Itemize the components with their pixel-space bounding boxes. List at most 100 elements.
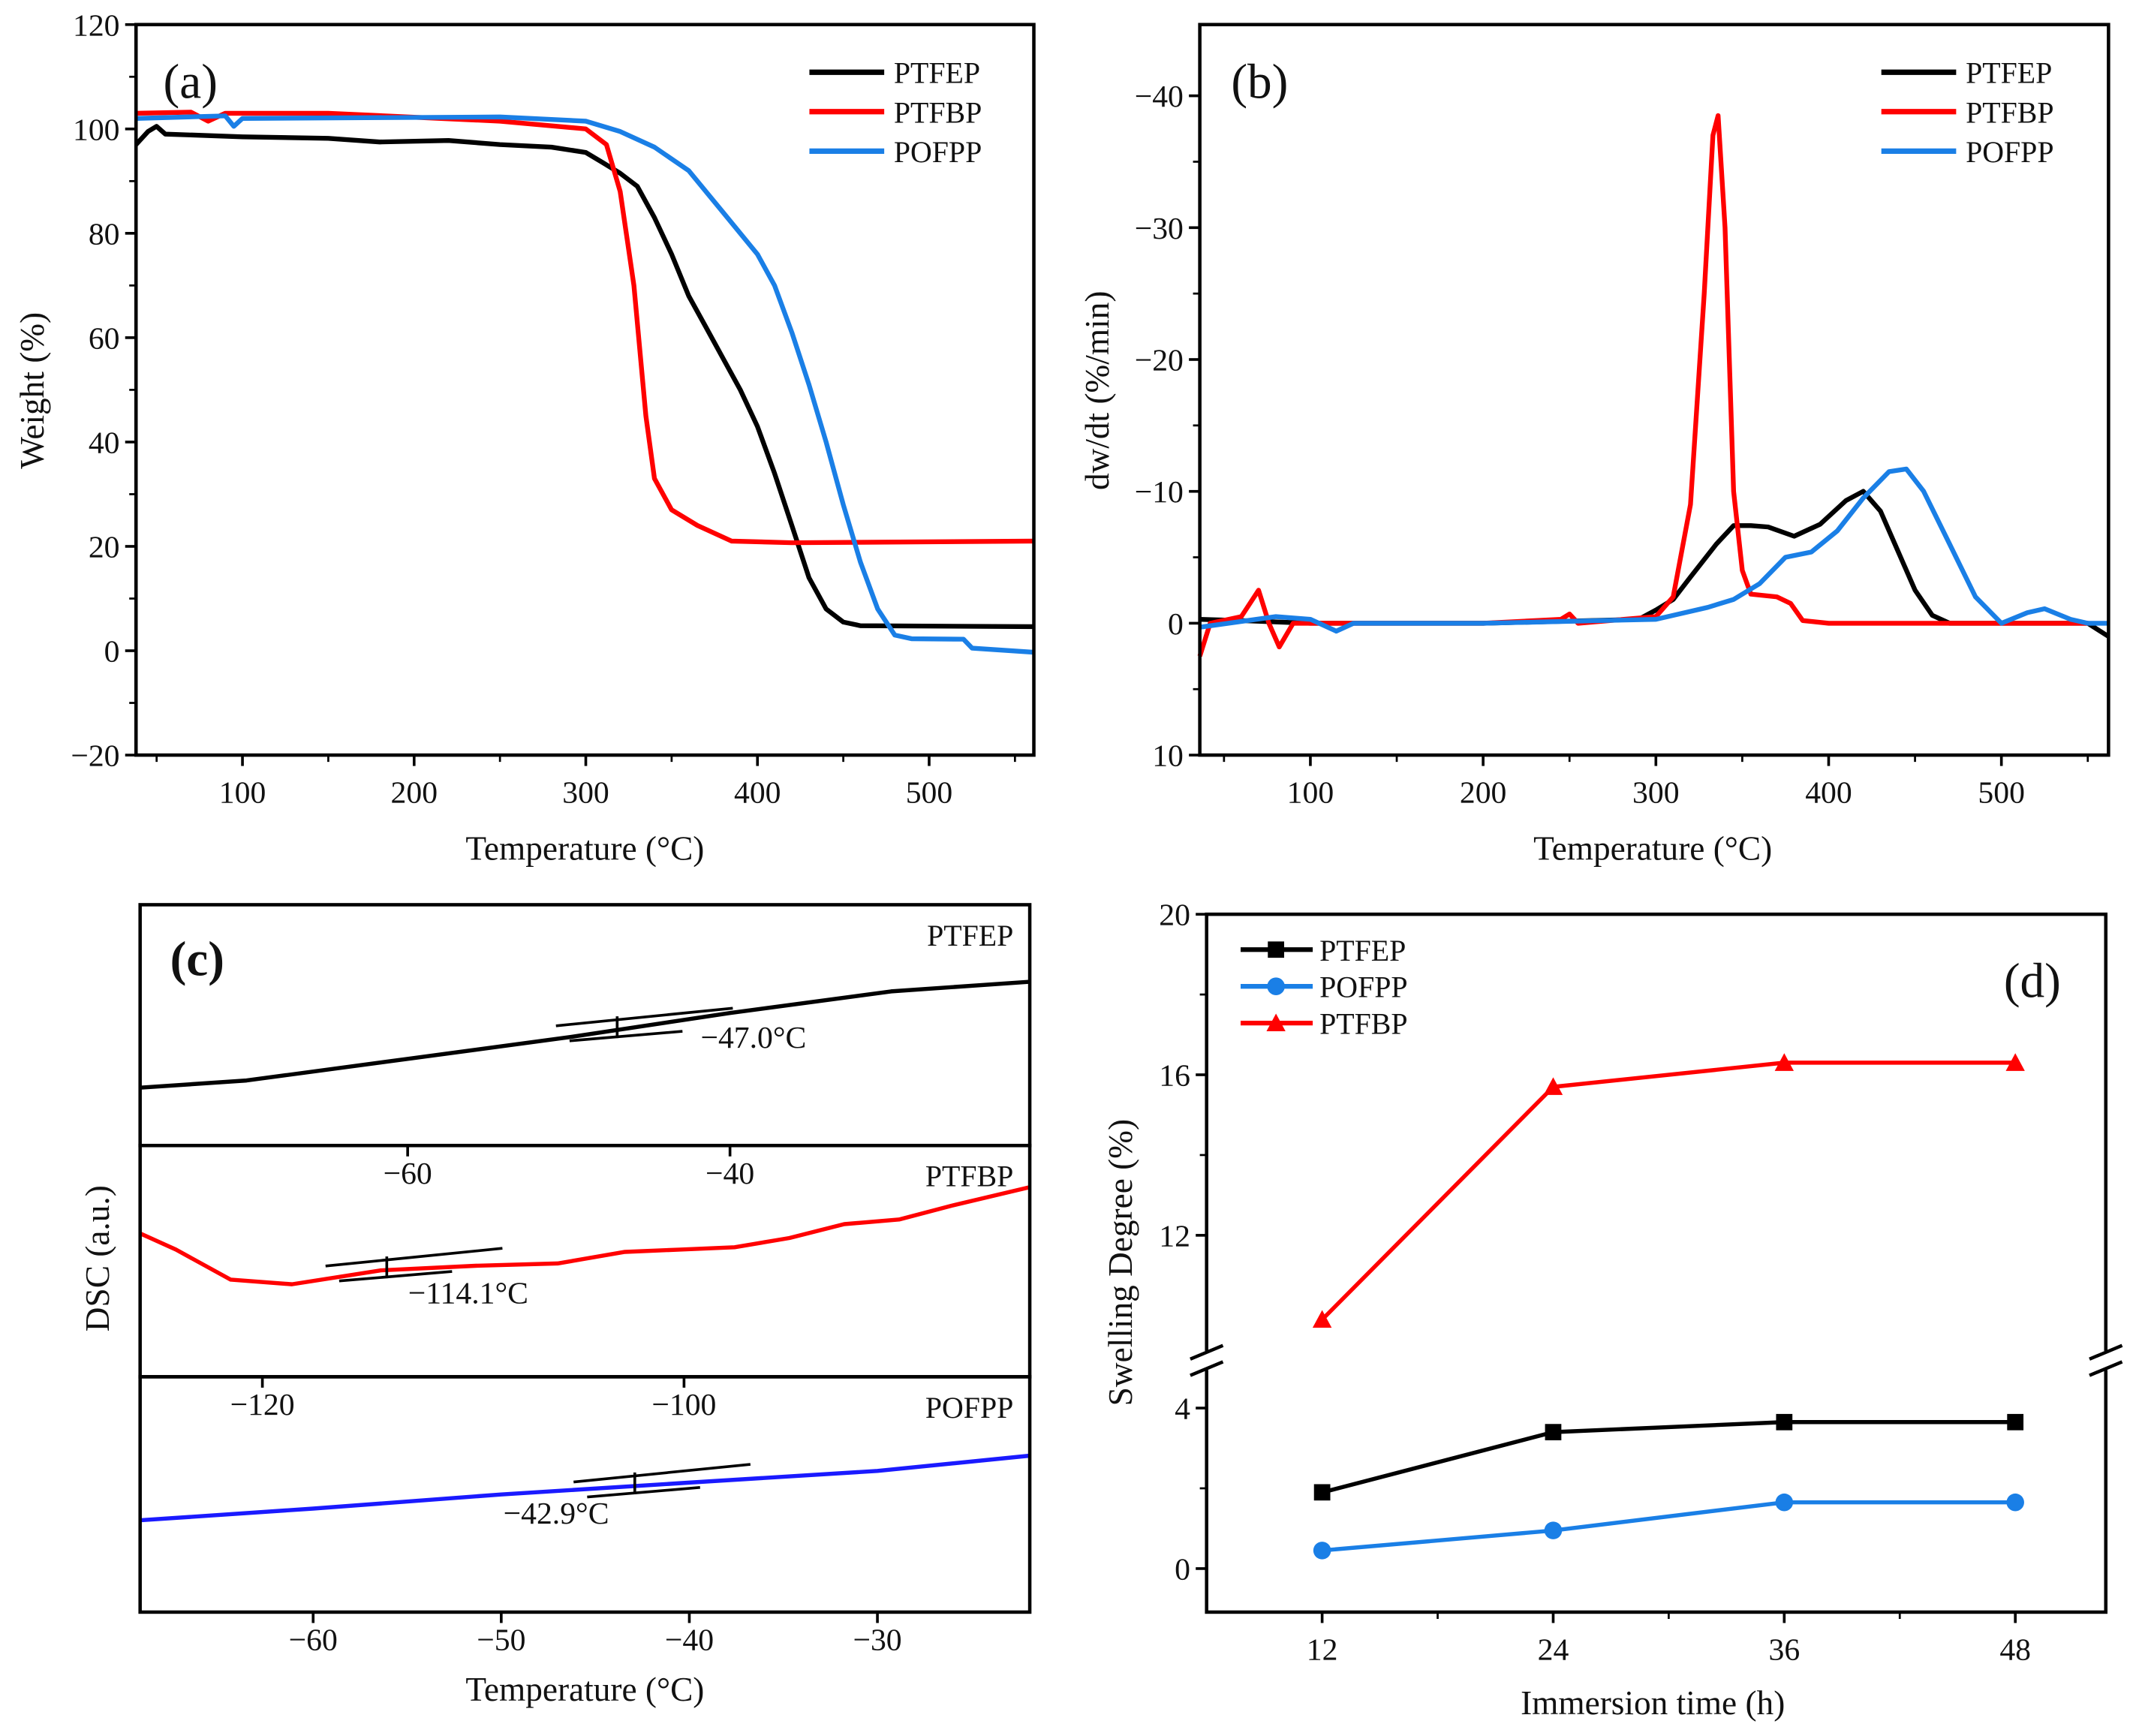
tg-label: −42.9°C — [504, 1497, 609, 1531]
series-line-ptfbp — [1197, 113, 2088, 657]
x-tick-label: −60 — [384, 1157, 432, 1191]
x-tick-label: −100 — [651, 1388, 716, 1422]
legend-label: PTFBP — [894, 95, 982, 129]
legend-label: PTFEP — [894, 56, 980, 90]
panel-label: (a) — [164, 56, 218, 110]
x-tick-label: −60 — [289, 1623, 338, 1658]
x-tick-label: 48 — [1999, 1632, 2031, 1667]
tangent-line — [325, 1247, 503, 1268]
plot-frame — [138, 903, 1032, 1148]
y-tick-label: 16 — [1159, 1059, 1190, 1094]
panel-label: (b) — [1231, 56, 1288, 110]
data-point-pofpp — [1544, 1521, 1563, 1539]
y-tick-label: −30 — [1135, 212, 1184, 246]
y-tick-label: −20 — [71, 739, 119, 774]
x-tick-label: 500 — [906, 776, 953, 811]
y-tick-label: 12 — [1159, 1219, 1190, 1253]
plot-frame — [1198, 23, 2110, 757]
legend-label: PTFEP — [1319, 934, 1406, 967]
data-point-ptfep — [2007, 1413, 2024, 1431]
plot-frame — [138, 1143, 1032, 1379]
tangent-line — [555, 1006, 733, 1027]
x-tick-label: −40 — [705, 1157, 754, 1191]
y-tick-label: 120 — [73, 8, 120, 43]
y-tick-label: −10 — [1135, 475, 1184, 510]
dsc-curve-ptfep — [140, 979, 1030, 1090]
subpanel-name: PTFEP — [927, 919, 1013, 952]
plot-frame — [1205, 912, 2108, 1614]
axis-break-mark — [2089, 1360, 2123, 1377]
legend-label: PTFEP — [1966, 56, 2052, 90]
series-line-pofpp — [1322, 1500, 2016, 1553]
y-tick-label: 100 — [73, 113, 120, 147]
x-tick-label: 100 — [1287, 776, 1334, 811]
tangent-line — [569, 1030, 683, 1043]
data-point-pofpp — [1775, 1493, 1794, 1512]
x-tick-label: 500 — [1978, 776, 2025, 811]
plot-frame — [134, 23, 1036, 757]
panel-a: 100 200 300 400 500 −20 0 20 40 60 80 100 120 PTFEP PT… — [14, 8, 1036, 868]
x-tick-label: 12 — [1307, 1632, 1338, 1667]
dsc-curve-pofpp — [140, 1453, 1030, 1523]
tangent-line — [338, 1270, 453, 1283]
plot-frame — [138, 1375, 1032, 1614]
data-point-ptfbp — [1312, 1310, 1332, 1328]
axis-break-mark — [1190, 1360, 1224, 1377]
series-line-ptfbp — [136, 110, 1034, 546]
legend-marker — [1266, 1013, 1286, 1031]
panel-c: −60 −40 PTFEP −47.0°C −120 −100 PTFBP −114.1°C −… — [79, 903, 1032, 1708]
legend-label: PTFBP — [1966, 95, 2053, 129]
x-tick-label: 300 — [1632, 776, 1680, 811]
y-tick-label: −20 — [1135, 343, 1184, 378]
y-axis-title: Weight (%) — [14, 312, 51, 469]
x-axis-title: Temperature (°C) — [465, 830, 704, 868]
data-point-ptfep — [1545, 1424, 1562, 1441]
y-tick-label: 4 — [1175, 1392, 1190, 1427]
x-axis-title: Temperature (°C) — [465, 1671, 704, 1708]
y-axis-title: dw/dt (%/min) — [1079, 291, 1116, 490]
y-axis-title: Swelling Degree (%) — [1102, 1119, 1139, 1406]
data-point-ptfbp — [1543, 1077, 1563, 1095]
y-tick-label: 0 — [104, 635, 120, 669]
y-tick-label: 20 — [89, 530, 120, 564]
series-line-pofpp — [136, 113, 1034, 655]
legend-marker — [1267, 977, 1285, 995]
x-tick-label: 24 — [1538, 1632, 1569, 1667]
tangent-line — [573, 1463, 751, 1484]
data-point-ptfbp — [2005, 1053, 2025, 1071]
x-tick-label: 200 — [1460, 776, 1507, 811]
x-tick-label: −50 — [477, 1623, 525, 1658]
legend-marker — [1268, 941, 1284, 958]
axis-break-mark — [1190, 1343, 1224, 1361]
subpanel-name: POFPP — [925, 1391, 1013, 1425]
x-tick-label: 100 — [219, 776, 266, 811]
legend-label: POFPP — [894, 135, 982, 169]
y-tick-label: 80 — [89, 217, 120, 251]
panel-label: (d) — [2004, 955, 2061, 1009]
series-line-ptfbp — [1320, 1061, 2016, 1322]
x-tick-label: −40 — [665, 1623, 714, 1658]
x-tick-label: 400 — [1805, 776, 1852, 811]
x-axis-title: Immersion time (h) — [1521, 1684, 1785, 1722]
data-point-pofpp — [2006, 1493, 2024, 1512]
y-tick-label: 60 — [89, 321, 120, 356]
y-tick-label: 40 — [89, 426, 120, 460]
legend-label: POFPP — [1319, 970, 1407, 1004]
x-tick-label: 36 — [1768, 1632, 1800, 1667]
dsc-curve-ptfbp — [139, 1185, 1030, 1286]
tg-label: −47.0°C — [700, 1021, 806, 1055]
series-line-ptfep — [1321, 1420, 2016, 1495]
y-tick-label: −40 — [1135, 80, 1184, 114]
x-tick-label: −120 — [230, 1388, 295, 1422]
y-tick-label: 20 — [1159, 898, 1190, 933]
data-point-ptfep — [1313, 1484, 1331, 1501]
tangent-line — [587, 1486, 700, 1499]
data-point-ptfep — [1776, 1413, 1793, 1431]
data-point-pofpp — [1313, 1542, 1331, 1560]
x-tick-label: −30 — [853, 1623, 901, 1658]
series-line-ptfep — [134, 124, 1034, 630]
axis-break-mark — [2089, 1343, 2123, 1361]
y-tick-label: 10 — [1152, 739, 1184, 774]
